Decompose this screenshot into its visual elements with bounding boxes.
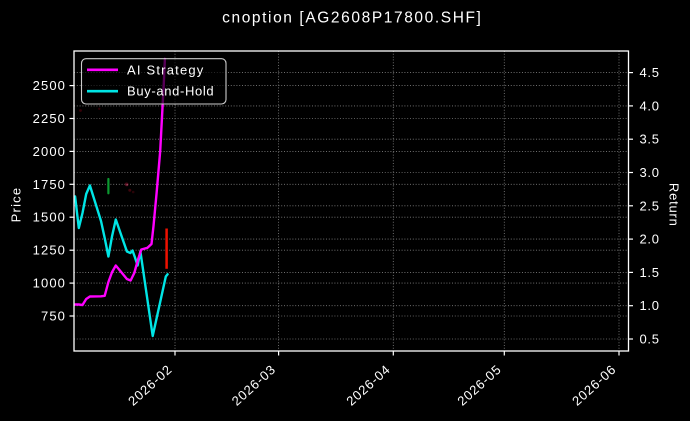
svg-text:1.5: 1.5 bbox=[640, 265, 660, 280]
svg-text:1750: 1750 bbox=[33, 177, 66, 192]
svg-text:1500: 1500 bbox=[33, 210, 66, 225]
svg-text:1250: 1250 bbox=[33, 243, 66, 258]
svg-text:4.5: 4.5 bbox=[640, 65, 660, 80]
svg-text:2.0: 2.0 bbox=[640, 232, 660, 247]
svg-text:2026-05: 2026-05 bbox=[454, 362, 504, 409]
svg-text:2026-02: 2026-02 bbox=[125, 362, 175, 409]
svg-text:2026-04: 2026-04 bbox=[343, 362, 393, 409]
svg-text:2000: 2000 bbox=[33, 144, 66, 159]
svg-text:2250: 2250 bbox=[33, 111, 66, 126]
svg-text:3.5: 3.5 bbox=[640, 132, 660, 147]
svg-text:2500: 2500 bbox=[33, 78, 66, 93]
svg-text:2.5: 2.5 bbox=[640, 198, 660, 213]
svg-text:cnoption [AG2608P17800.SHF]: cnoption [AG2608P17800.SHF] bbox=[222, 10, 482, 27]
svg-text:750: 750 bbox=[41, 309, 66, 324]
svg-text:Buy-and-Hold: Buy-and-Hold bbox=[127, 84, 214, 99]
svg-text:1000: 1000 bbox=[33, 276, 66, 291]
svg-text:Return: Return bbox=[667, 183, 682, 227]
svg-text:AI Strategy: AI Strategy bbox=[127, 62, 205, 77]
svg-text:4.0: 4.0 bbox=[640, 98, 660, 113]
svg-text:0.5: 0.5 bbox=[640, 332, 660, 347]
svg-text:2026-03: 2026-03 bbox=[229, 362, 279, 409]
svg-text:1.0: 1.0 bbox=[640, 298, 660, 313]
svg-text:2026-06: 2026-06 bbox=[569, 362, 619, 409]
svg-text:Price: Price bbox=[9, 187, 24, 223]
svg-text:3.0: 3.0 bbox=[640, 165, 660, 180]
